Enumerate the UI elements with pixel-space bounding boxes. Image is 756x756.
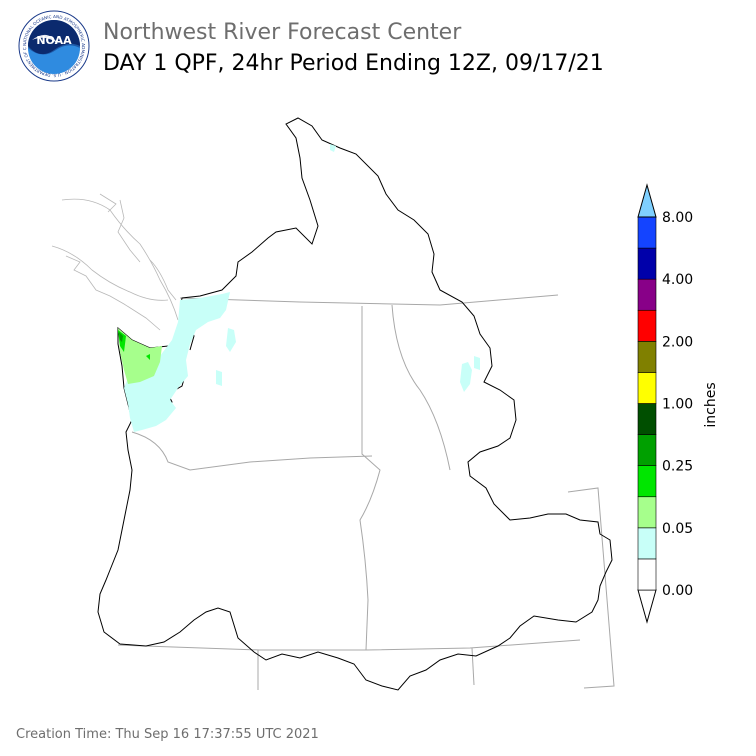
noaa-logo-text: NOAA xyxy=(36,34,72,47)
canadian-coast xyxy=(51,193,179,331)
wa-or-border xyxy=(131,431,373,471)
montana-divide xyxy=(391,304,451,471)
precip-light-north xyxy=(330,144,336,152)
precip-light-rockies xyxy=(460,362,472,392)
precip-heavy-spot xyxy=(146,354,150,360)
precip-light-spot-2 xyxy=(216,370,222,386)
nv-ut-border xyxy=(471,647,475,686)
precip-light-rockies-2 xyxy=(474,356,480,370)
state-borders xyxy=(117,294,615,690)
canada-us-border xyxy=(179,294,559,306)
precip-heavier-coast xyxy=(119,332,123,342)
page-title: Northwest River Forecast Center xyxy=(103,20,462,45)
creation-time: Creation Time: Thu Sep 16 17:37:55 UTC 2… xyxy=(16,727,319,742)
precip-light-spot-1 xyxy=(226,328,236,352)
precip-areas xyxy=(118,144,480,432)
product-title: DAY 1 QPF, 24hr Period Ending 12Z, 09/17… xyxy=(103,51,604,76)
precip-light-cascades xyxy=(124,292,230,432)
basin-boundary xyxy=(97,117,613,691)
idaho-west-border xyxy=(359,306,381,651)
noaa-logo: NOAA NATIONAL OCEANIC AND ATMOSPHERIC AD… xyxy=(18,10,90,82)
nv-id-border xyxy=(365,639,581,651)
or-ca-border xyxy=(117,644,366,651)
wy-border xyxy=(567,487,615,689)
precip-moderate-olympics xyxy=(118,328,162,384)
